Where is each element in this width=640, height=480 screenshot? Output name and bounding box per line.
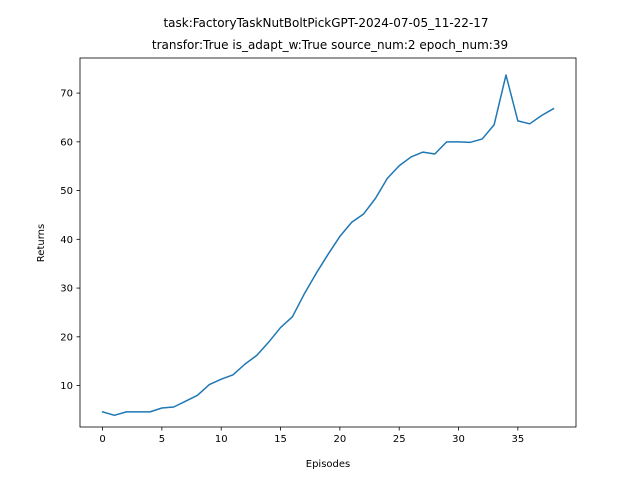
chart-title-line-2: transfor:True is_adapt_w:True source_num… [152, 38, 508, 52]
y-axis-ticks: 10 20 30 40 50 60 70 [60, 89, 80, 392]
x-tick-label: 25 [393, 434, 406, 445]
x-tick-label: 0 [99, 434, 105, 445]
x-tick-label: 30 [452, 434, 465, 445]
series-line [101, 74, 555, 417]
y-tick-label: 70 [60, 89, 73, 100]
x-tick-label: 20 [333, 434, 346, 445]
x-tick-label: 5 [159, 434, 165, 445]
x-tick-label: 35 [511, 434, 524, 445]
plot-frame [79, 57, 577, 428]
x-tick-label: 15 [274, 434, 287, 445]
series-lines [101, 74, 555, 417]
x-axis-ticks: 0 5 10 15 20 25 30 35 [99, 427, 524, 445]
chart-title-line-1: task:FactoryTaskNutBoltPickGPT-2024-07-0… [163, 16, 488, 30]
y-tick-label: 50 [60, 186, 73, 197]
y-tick-label: 10 [60, 381, 73, 392]
y-tick-label: 40 [60, 235, 73, 246]
x-tick-label: 10 [215, 434, 228, 445]
y-axis-label: Returns [36, 224, 47, 262]
y-tick-label: 60 [60, 137, 73, 148]
x-axis-label: Episodes [306, 459, 350, 470]
y-tick-label: 20 [60, 332, 73, 343]
y-tick-label: 30 [60, 284, 73, 295]
